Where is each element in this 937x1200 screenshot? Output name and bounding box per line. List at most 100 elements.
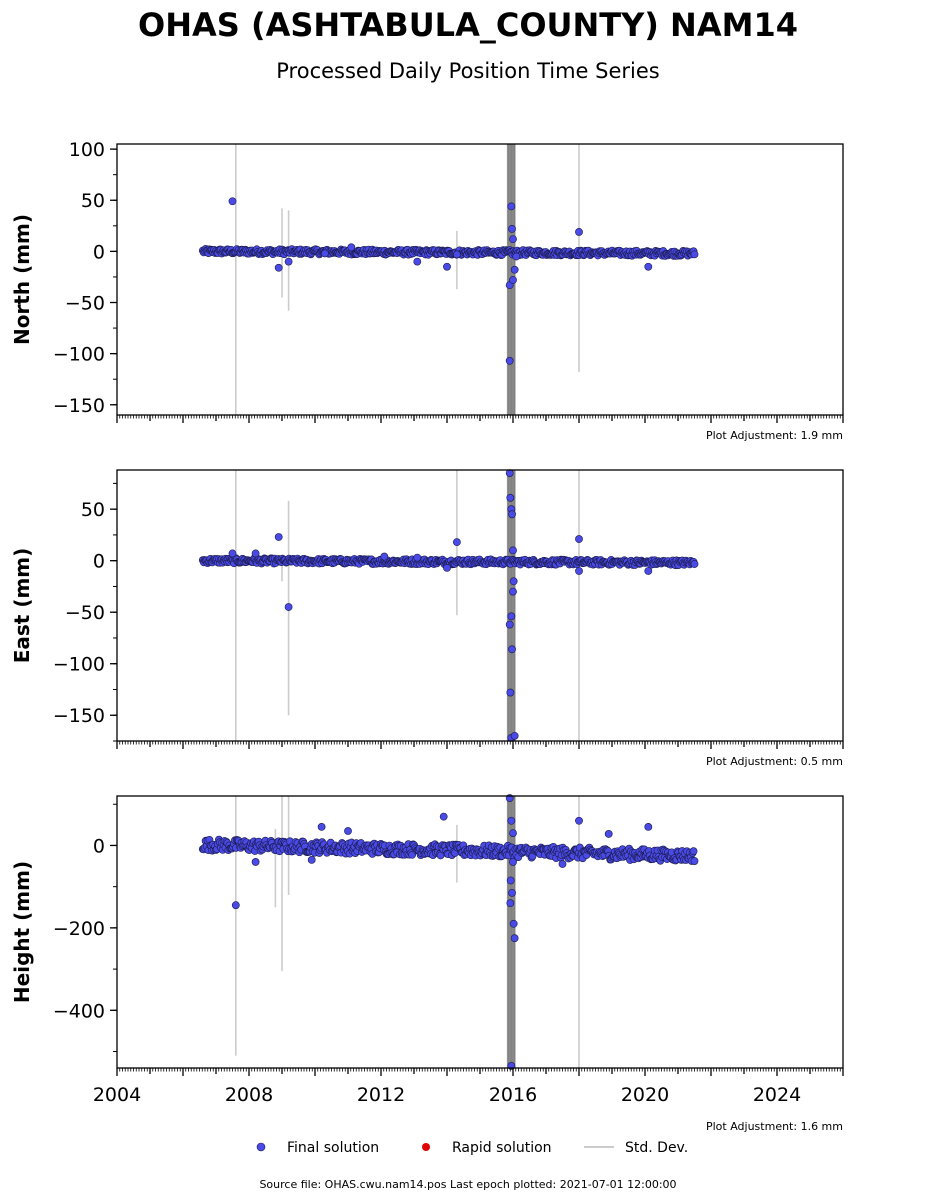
data-point bbox=[512, 252, 521, 261]
data-point bbox=[228, 549, 237, 558]
data-point bbox=[507, 816, 516, 825]
data-point bbox=[506, 876, 515, 885]
y-tick-label: 100 bbox=[69, 139, 105, 161]
data-point bbox=[604, 830, 613, 838]
data-point bbox=[575, 567, 583, 575]
data-point bbox=[508, 888, 516, 897]
series-final-trend bbox=[198, 835, 699, 865]
chart-subtitle: Processed Daily Position Time Series bbox=[276, 59, 660, 83]
y-tick-label: −150 bbox=[53, 705, 105, 727]
data-point bbox=[251, 549, 260, 558]
y-tick-label: −100 bbox=[53, 654, 105, 676]
y-tick-label: 0 bbox=[93, 551, 105, 573]
data-point bbox=[284, 257, 293, 266]
data-point bbox=[320, 249, 329, 258]
data-point bbox=[452, 250, 461, 259]
x-tick-label: 2008 bbox=[225, 1084, 273, 1106]
data-point bbox=[508, 645, 516, 654]
data-point bbox=[508, 510, 516, 519]
legend-rapid-label: Rapid solution bbox=[452, 1140, 552, 1156]
data-point bbox=[509, 587, 517, 596]
y-tick-label: −400 bbox=[53, 1000, 105, 1022]
y-tick-label: 0 bbox=[93, 241, 105, 263]
data-point bbox=[506, 899, 515, 908]
panel-0: 100 50 0 −50 −100 −150 North (mm) Plot Adjustme… bbox=[10, 139, 844, 442]
data-point bbox=[307, 855, 316, 864]
data-point bbox=[644, 823, 653, 831]
data-point bbox=[317, 823, 326, 831]
y-axis-label: Height (mm) bbox=[10, 861, 34, 1003]
plot-adjustment-label: Plot Adjustment: 0.5 mm bbox=[706, 755, 843, 768]
data-point bbox=[506, 688, 515, 697]
legend-rapid-marker bbox=[422, 1143, 430, 1151]
data-point bbox=[575, 228, 583, 236]
y-axis-label: East (mm) bbox=[10, 548, 34, 664]
data-point bbox=[506, 493, 515, 502]
data-point bbox=[274, 263, 283, 272]
y-tick-label: −50 bbox=[65, 293, 105, 315]
data-point bbox=[690, 560, 699, 568]
data-point bbox=[413, 553, 422, 562]
data-point bbox=[452, 538, 461, 547]
x-tick-label: 2024 bbox=[753, 1084, 801, 1106]
y-tick-label: −50 bbox=[65, 602, 105, 624]
legend: Final solution Rapid solution Std. Dev. bbox=[256, 1140, 688, 1156]
legend-stddev-label: Std. Dev. bbox=[625, 1140, 688, 1156]
data-point bbox=[510, 934, 519, 943]
data-point bbox=[413, 257, 422, 266]
y-tick-label: −150 bbox=[53, 395, 105, 417]
panel-2: 0 −200 −400 2004 2008 2012 2016 2020 2024 Height … bbox=[10, 794, 844, 1133]
data-point bbox=[439, 812, 448, 821]
data-point bbox=[509, 235, 517, 244]
data-point bbox=[284, 603, 293, 611]
x-tick-label: 2012 bbox=[357, 1084, 405, 1106]
data-point bbox=[443, 262, 451, 271]
plot-frame bbox=[116, 795, 844, 1069]
data-point bbox=[228, 197, 237, 206]
panels: 100 50 0 −50 −100 −150 North (mm) Plot Adjustme… bbox=[10, 139, 844, 1133]
y-tick-label: 0 bbox=[93, 835, 105, 857]
x-tick-label: 2016 bbox=[489, 1084, 537, 1106]
legend-final-label: Final solution bbox=[287, 1140, 379, 1156]
data-point bbox=[509, 276, 517, 284]
data-point bbox=[251, 858, 260, 866]
legend-final-marker bbox=[256, 1142, 266, 1152]
data-point bbox=[274, 533, 283, 541]
footer-source: Source file: OHAS.cwu.nam14.pos Last epo… bbox=[259, 1178, 676, 1191]
y-tick-label: −200 bbox=[53, 918, 105, 940]
plot-frame bbox=[116, 143, 844, 416]
data-point bbox=[509, 546, 517, 555]
series-final-trend bbox=[198, 554, 699, 570]
data-point bbox=[644, 567, 653, 575]
y-tick-label: 50 bbox=[81, 190, 105, 212]
data-point bbox=[505, 620, 514, 629]
data-point bbox=[690, 857, 699, 865]
data-point bbox=[344, 827, 352, 835]
data-point bbox=[507, 612, 516, 621]
data-point bbox=[508, 224, 516, 233]
data-point bbox=[510, 731, 519, 740]
x-tick-label: 2004 bbox=[93, 1084, 141, 1106]
data-point bbox=[644, 262, 653, 271]
plot-adjustment-label: Plot Adjustment: 1.9 mm bbox=[706, 429, 843, 442]
y-axis-label: North (mm) bbox=[10, 214, 34, 345]
data-point bbox=[347, 243, 356, 252]
data-point bbox=[575, 535, 583, 543]
data-point bbox=[507, 202, 516, 211]
x-tick-label: 2020 bbox=[621, 1084, 669, 1106]
data-point bbox=[509, 829, 517, 837]
data-point bbox=[443, 563, 451, 572]
chart-title: OHAS (ASHTABULA_COUNTY) NAM14 bbox=[138, 6, 798, 44]
data-point bbox=[689, 847, 698, 856]
data-point bbox=[505, 356, 514, 365]
y-tick-label: −100 bbox=[53, 344, 105, 366]
panel-1: 50 0 −50 −100 −150 East (mm) Plot Adjustment: … bbox=[10, 469, 844, 768]
plot-adjustment-label: Plot Adjustment: 1.6 mm bbox=[706, 1120, 843, 1133]
data-point bbox=[509, 858, 517, 866]
y-tick-label: 50 bbox=[81, 499, 105, 521]
data-point bbox=[690, 250, 699, 259]
data-point bbox=[575, 816, 583, 825]
series-final-trend bbox=[198, 244, 699, 260]
plot-frame bbox=[116, 469, 844, 742]
